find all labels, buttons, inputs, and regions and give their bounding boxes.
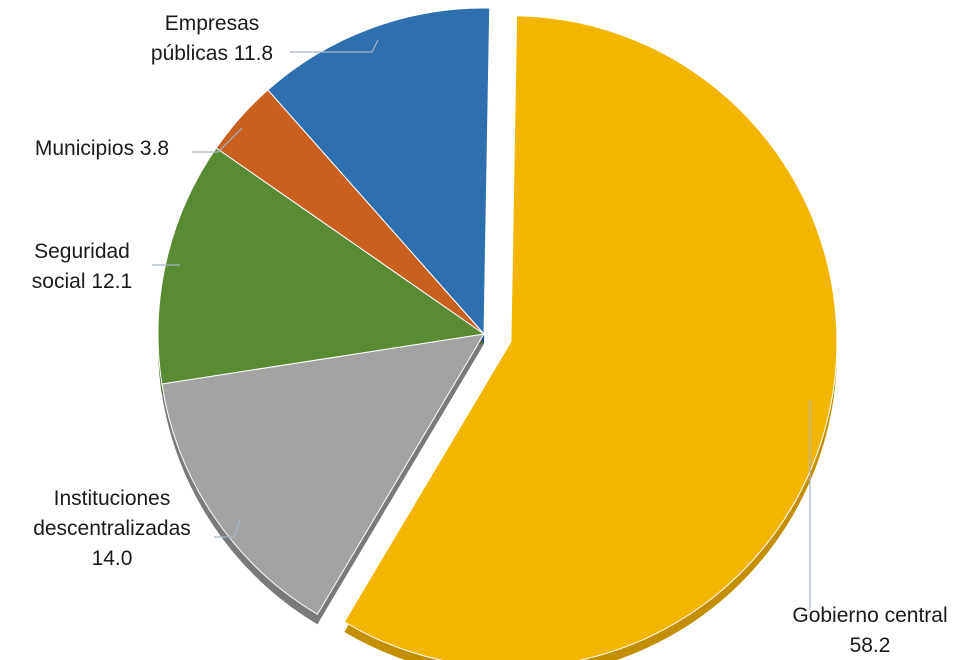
data-label-line: Instituciones xyxy=(54,487,171,510)
data-label-line: 14.0 xyxy=(92,547,133,570)
data-label: Instituciones descentralizadas 14.0 xyxy=(33,487,191,570)
data-label-line: Gobierno central xyxy=(792,604,947,627)
pie-slice xyxy=(343,15,838,660)
data-label-line: Seguridad xyxy=(34,240,130,263)
data-label: Seguridad social 12.1 xyxy=(32,240,132,293)
data-label-line: descentralizadas xyxy=(33,517,191,540)
data-label: Empresas públicas 11.8 xyxy=(151,12,273,65)
leader-line xyxy=(290,39,379,53)
leader-line xyxy=(192,127,243,153)
pie-slice xyxy=(157,147,486,385)
data-label-line: Empresas xyxy=(165,12,260,35)
pie-slice xyxy=(267,7,491,336)
pie-slice xyxy=(161,333,485,615)
data-label-line: Municipios 3.8 xyxy=(35,137,169,160)
leader-line xyxy=(214,519,241,538)
data-label-line: social 12.1 xyxy=(32,270,132,293)
data-label: Gobierno central 58.2 xyxy=(792,604,947,657)
data-label-line: públicas 11.8 xyxy=(151,42,273,65)
data-label-line: 58.2 xyxy=(850,634,891,657)
data-label: Municipios 3.8 xyxy=(35,137,169,160)
